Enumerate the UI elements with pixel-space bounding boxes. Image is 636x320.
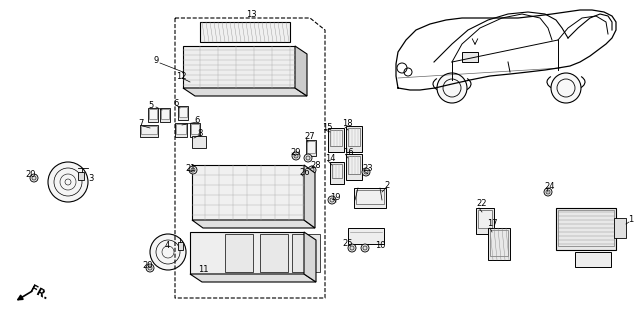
Bar [200, 22, 290, 42]
Bar [332, 164, 342, 178]
Circle shape [189, 166, 197, 174]
Circle shape [551, 73, 581, 103]
Circle shape [361, 244, 369, 252]
Bar [558, 210, 614, 246]
Bar [149, 109, 157, 119]
Text: 13: 13 [246, 10, 256, 19]
Text: 4: 4 [165, 242, 170, 251]
Bar [260, 234, 288, 272]
Circle shape [437, 73, 467, 103]
Bar [330, 162, 344, 184]
Text: 12: 12 [176, 71, 186, 81]
Bar [190, 123, 200, 137]
Polygon shape [304, 232, 316, 282]
Bar [462, 52, 478, 62]
Text: 1: 1 [628, 215, 633, 225]
Bar [178, 242, 183, 250]
Bar [179, 107, 187, 117]
Bar [328, 128, 344, 152]
Text: 27: 27 [304, 132, 315, 140]
Polygon shape [190, 274, 316, 282]
Text: 28: 28 [310, 161, 321, 170]
Text: 10: 10 [375, 242, 385, 251]
Bar [307, 141, 315, 153]
Bar [183, 46, 295, 88]
Text: 5: 5 [148, 100, 153, 109]
Circle shape [362, 168, 370, 176]
Bar [176, 124, 186, 134]
Bar [192, 136, 206, 148]
Text: 20: 20 [25, 170, 36, 179]
Bar [306, 140, 316, 156]
Text: 6: 6 [173, 99, 178, 108]
Text: 25: 25 [342, 239, 352, 249]
Circle shape [328, 196, 336, 204]
Text: 8: 8 [197, 129, 202, 138]
Text: 23: 23 [362, 164, 373, 172]
Text: 18: 18 [342, 118, 352, 127]
Bar [140, 125, 158, 137]
Bar [348, 156, 360, 174]
Bar [346, 126, 362, 152]
Circle shape [30, 174, 38, 182]
Bar [346, 154, 362, 180]
Bar [141, 126, 157, 134]
Circle shape [146, 264, 154, 272]
Text: 24: 24 [544, 181, 555, 190]
Bar [225, 234, 253, 272]
Bar [356, 190, 384, 204]
Bar [348, 128, 360, 146]
Circle shape [48, 162, 88, 202]
Text: 22: 22 [476, 199, 487, 209]
Text: FR.: FR. [28, 284, 50, 302]
Bar [348, 228, 384, 244]
Circle shape [308, 166, 316, 174]
Bar [148, 108, 158, 122]
Text: 14: 14 [325, 154, 336, 163]
Text: 7: 7 [138, 118, 143, 127]
Bar [490, 230, 508, 256]
Bar [575, 252, 611, 267]
Bar [161, 109, 169, 119]
Bar [556, 208, 616, 250]
Bar [191, 124, 199, 134]
Bar [192, 165, 304, 220]
Text: 9: 9 [154, 55, 159, 65]
Circle shape [150, 234, 186, 270]
Text: 20: 20 [142, 260, 153, 269]
Bar [476, 208, 494, 234]
Text: 26: 26 [299, 167, 310, 177]
Text: 21: 21 [185, 164, 195, 172]
Text: 29: 29 [290, 148, 300, 156]
Bar [478, 210, 492, 228]
Bar [175, 123, 187, 137]
Bar [488, 228, 510, 260]
Bar [178, 106, 188, 120]
Bar [614, 218, 626, 238]
Text: 16: 16 [343, 148, 354, 156]
Text: 15: 15 [322, 123, 333, 132]
Text: 11: 11 [198, 266, 209, 275]
Polygon shape [192, 220, 315, 228]
Circle shape [292, 152, 300, 160]
Text: 17: 17 [487, 220, 497, 228]
Bar [354, 188, 386, 208]
Polygon shape [295, 46, 307, 96]
Polygon shape [183, 88, 307, 96]
Text: 3: 3 [88, 173, 93, 182]
Bar [190, 232, 304, 274]
Circle shape [304, 154, 312, 162]
Polygon shape [304, 165, 315, 228]
Circle shape [348, 244, 356, 252]
Text: 19: 19 [330, 193, 340, 202]
Bar [160, 108, 170, 122]
Bar [78, 172, 84, 180]
Text: 2: 2 [384, 180, 389, 189]
Bar [330, 130, 342, 146]
Text: 6: 6 [194, 116, 199, 124]
Bar [292, 234, 320, 272]
Circle shape [296, 171, 304, 179]
Circle shape [544, 188, 552, 196]
